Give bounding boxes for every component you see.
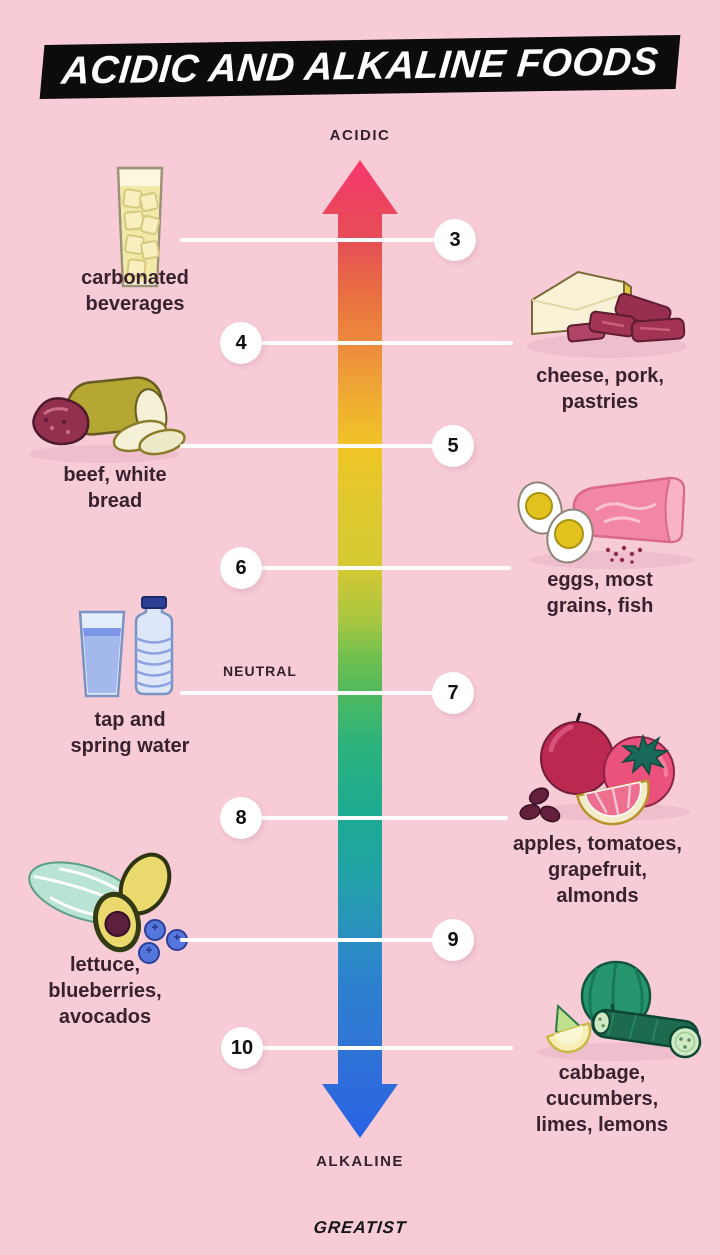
ph-value-4: 4 [235, 331, 247, 354]
cheese-pork-pastries-illustration [527, 270, 687, 358]
lettuce-blueberries-avocados-illustration [28, 852, 188, 964]
ph-badge-4: 4 [220, 322, 262, 364]
ph-line-4 [241, 341, 513, 345]
ph-line-3 [180, 238, 455, 242]
tap-spring-water-illustration [78, 596, 174, 698]
ph-value-5: 5 [447, 434, 459, 457]
ph-value-8: 8 [235, 806, 247, 829]
ph-badge-9: 9 [432, 919, 474, 961]
ph-badge-7: 7 [432, 672, 474, 714]
carbonated-beverage-illustration [116, 166, 164, 288]
cabbage-cucumbers-limes-lemons-illustration [536, 960, 702, 1061]
food-label-8: apples, tomatoes, grapefruit, almonds [513, 833, 682, 907]
neutral-label: NEUTRAL [223, 663, 297, 679]
ph-badge-5: 5 [432, 425, 474, 467]
eggs-grains-fish-illustration [517, 476, 694, 569]
title-banner: ACIDIC AND ALKALINE FOODS [39, 34, 681, 100]
food-label-6: eggs, most grains, fish [546, 569, 654, 617]
ph-line-10 [241, 1046, 513, 1050]
food-label-10: cabbage, cucumbers, limes, lemons [535, 1062, 669, 1136]
ph-badge-8: 8 [220, 797, 262, 839]
ph-badge-10: 10 [221, 1027, 263, 1069]
alkaline-end-label: ALKALINE [316, 1153, 404, 1170]
ph-value-9: 9 [447, 928, 459, 951]
ph-line-7 [180, 691, 453, 695]
page-title: ACIDIC AND ALKALINE FOODS [59, 40, 661, 93]
ph-value-6: 6 [235, 556, 247, 579]
brand-logo: GREATIST [312, 1218, 408, 1237]
ph-line-6 [241, 566, 511, 570]
acidic-end-label: ACIDIC [329, 127, 391, 144]
ph-value-3: 3 [449, 228, 461, 251]
food-label-5: beef, white bread [63, 464, 167, 512]
apples-tomatoes-grapefruit-almonds-illustration [519, 712, 690, 826]
food-label-4: cheese, pork, pastries [536, 365, 664, 413]
ph-value-10: 10 [230, 1036, 254, 1059]
ph-gradient-arrow [322, 160, 398, 1138]
ph-value-7: 7 [447, 681, 459, 704]
food-label-7: tap and spring water [70, 709, 190, 757]
ph-badge-6: 6 [220, 547, 262, 589]
beef-white-bread-illustration [29, 376, 186, 463]
ph-badge-3: 3 [434, 219, 476, 261]
ph-line-9 [180, 938, 453, 942]
ph-line-8 [241, 816, 508, 820]
food-label-9: lettuce, blueberries, avocados [48, 954, 162, 1028]
ph-line-5 [180, 444, 453, 448]
food-label-3: carbonated beverages [81, 267, 189, 315]
